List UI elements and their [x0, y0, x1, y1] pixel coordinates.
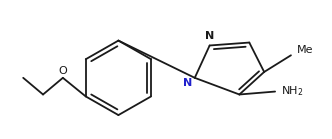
Text: N: N — [205, 31, 214, 41]
Text: O: O — [58, 66, 67, 76]
Text: NH$_2$: NH$_2$ — [281, 85, 303, 98]
Text: N: N — [183, 78, 193, 88]
Text: Me: Me — [297, 45, 313, 55]
